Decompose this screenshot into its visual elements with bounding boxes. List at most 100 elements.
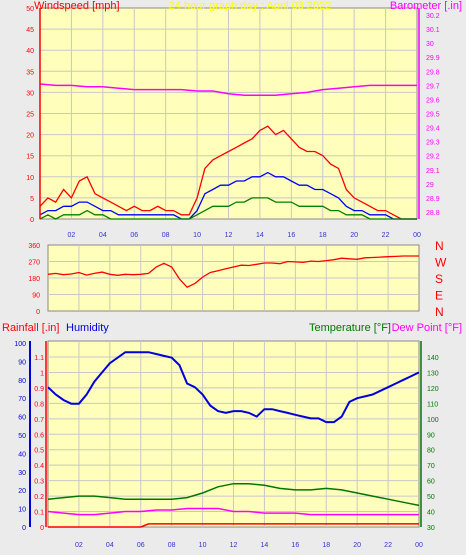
wind-series [39, 83, 417, 220]
climate-x-tick-label: 16 [291, 542, 299, 549]
wind-y-tick-label: 15 [26, 154, 34, 161]
humidity-tick-label: 0 [22, 525, 26, 532]
barometer-tick-labels: 28.8 28.9 29 29.1 29.2 29.3 29.4 29.5 29.6 29.7 29… [426, 13, 440, 217]
compass-label: N [435, 239, 444, 253]
wind-x-tick-label: 06 [130, 232, 138, 239]
direction-tick-label: 90 [32, 293, 40, 300]
wind-y-tick-label: 50 [26, 6, 34, 13]
climate-x-tick-label: 08 [168, 542, 176, 549]
rainfall-tick-label: 0.4 [34, 463, 44, 470]
direction-series [47, 255, 419, 288]
climate-x-tick-label: 12 [230, 542, 238, 549]
humidity-axis-title: Humidity [66, 322, 109, 334]
barometer-tick-label: 30.2 [426, 13, 440, 20]
climate-x-tick-label: 14 [261, 542, 269, 549]
climate-x-tick-label: 18 [322, 542, 330, 549]
humidity-tick-labels: 0 10 20 30 40 50 60 70 80 90 100 [14, 341, 26, 532]
temperature-tick-label: 90 [427, 432, 435, 439]
barometer-tick-label: 29.6 [426, 97, 440, 104]
wind-y-tick-label: 30 [26, 90, 34, 97]
humidity-tick-label: 40 [18, 451, 26, 458]
wind-y-tick-label: 35 [26, 69, 34, 76]
direction-tick-label: 0 [36, 309, 40, 316]
wind-y-tick-label: 10 [26, 175, 34, 182]
temperature-tick-label: 40 [427, 510, 435, 517]
barometer-tick-label: 29 [426, 182, 434, 189]
wind-x-tick-label: 12 [225, 232, 233, 239]
wind-x-tick-label: 02 [68, 232, 76, 239]
temperature-axis-title: Temperature [°F] [309, 322, 391, 334]
rainfall-tick-label: 0.7 [34, 417, 44, 424]
rainfall-tick-label: 0.1 [34, 510, 44, 517]
humidity-tick-label: 70 [18, 396, 26, 403]
barometer-tick-label: 28.8 [426, 210, 440, 217]
rainfall-tick-label: 0.8 [34, 401, 44, 408]
rainfall-tick-label: 0.2 [34, 494, 44, 501]
rainfall-tick-label: 0.9 [34, 386, 44, 393]
barometer-tick-label: 29.4 [426, 126, 440, 133]
wind-y-tick-label: 5 [30, 196, 34, 203]
humidity-tick-label: 100 [14, 341, 26, 348]
temperature-tick-label: 140 [427, 355, 439, 362]
compass-label: E [435, 289, 443, 303]
dewpoint-axis-title: Dew Point [°F] [392, 322, 462, 334]
humidity-tick-label: 20 [18, 488, 26, 495]
rainfall-tick-label: 0.6 [34, 432, 44, 439]
climate-x-tick-label: 00 [415, 542, 423, 549]
wind-y-tick-label: 20 [26, 133, 34, 140]
climate-x-tick-label: 22 [384, 542, 392, 549]
wind-y-tick-label: 0 [30, 217, 34, 224]
barometer-tick-label: 29.5 [426, 112, 440, 119]
temperature-tick-label: 30 [427, 525, 435, 532]
humidity-tick-label: 10 [18, 507, 26, 514]
humidity-tick-label: 90 [18, 359, 26, 366]
windspeed-axis-title: Windspeed [mph] [34, 0, 120, 12]
rainfall-tick-label: 1.1 [34, 355, 44, 362]
temperature-tick-labels: 30 40 50 60 70 80 90 100 110 120 130 140 [427, 355, 439, 532]
rainfall-axis-title: Rainfall [.in] [2, 322, 59, 334]
temperature-tick-label: 110 [427, 401, 438, 408]
compass-label: S [435, 272, 443, 286]
temperature-tick-label: 80 [427, 448, 435, 455]
barometer-axis-title: Barometer [.in] [390, 0, 462, 12]
compass-label: W [435, 256, 447, 270]
wind-grid [40, 8, 417, 219]
wind-x-tick-label: 18 [319, 232, 327, 239]
barometer-tick-label: 29.2 [426, 154, 440, 161]
humidity-tick-label: 80 [18, 378, 26, 385]
temperature-tick-label: 100 [427, 417, 439, 424]
wind-x-tick-label: 00 [413, 232, 421, 239]
wind-series-line-3 [39, 83, 417, 96]
wind-x-tick-label: 04 [99, 232, 107, 239]
direction-tick-label: 360 [28, 243, 40, 250]
climate-x-tick-label: 02 [75, 542, 83, 549]
wind-series-line-1 [39, 171, 417, 220]
climate-series-line-0 [47, 351, 420, 424]
rainfall-tick-label: 0.3 [34, 479, 44, 486]
direction-grid [48, 245, 419, 311]
humidity-tick-label: 60 [18, 415, 26, 422]
wind-series-line-2 [39, 197, 417, 220]
wind-y-tick-label: 25 [26, 112, 34, 119]
barometer-tick-label: 29.7 [426, 83, 440, 90]
wind-y-tick-label: 45 [26, 27, 34, 34]
direction-tick-label: 180 [28, 276, 40, 283]
rainfall-tick-label: 0.5 [34, 448, 44, 455]
wind-x-tick-labels: 02 04 06 08 10 12 14 16 18 20 22 00 [68, 232, 421, 239]
climate-grid [48, 341, 419, 527]
humidity-tick-label: 50 [18, 433, 26, 440]
climate-x-tick-label: 04 [106, 542, 114, 549]
barometer-tick-label: 29.9 [426, 55, 440, 62]
barometer-tick-label: 29.1 [426, 168, 440, 175]
climate-x-tick-label: 10 [199, 542, 207, 549]
chart-date-title: 24 hour graph day : April 03 2022 [169, 0, 332, 12]
barometer-tick-label: 30 [426, 41, 434, 48]
climate-series [47, 351, 420, 528]
direction-tick-labels: 0 90 180 270 360 [28, 243, 40, 316]
wind-x-tick-label: 22 [382, 232, 390, 239]
rainfall-tick-label: 1 [40, 370, 44, 377]
direction-series-line-0 [47, 255, 419, 288]
compass-label: N [435, 305, 444, 319]
